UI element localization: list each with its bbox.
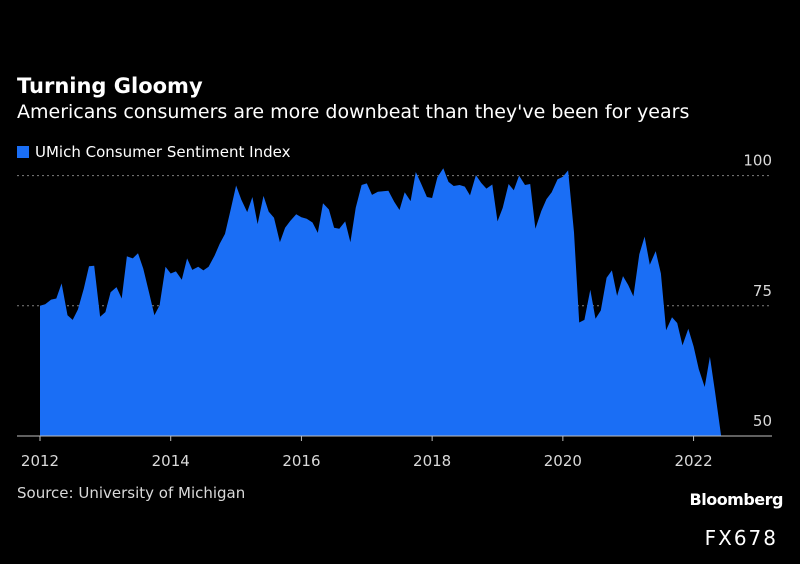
y-tick-label: 100	[743, 152, 772, 170]
chart-subtitle: Americans consumers are more downbeat th…	[17, 101, 690, 123]
legend: UMich Consumer Sentiment Index	[17, 143, 290, 161]
x-tick-label: 2012	[21, 452, 59, 470]
y-tick-label: 50	[753, 412, 772, 430]
x-tick-label: 2016	[282, 452, 320, 470]
legend-label: UMich Consumer Sentiment Index	[35, 143, 291, 161]
x-tick-label: 2018	[413, 452, 451, 470]
bloomberg-logo: Bloomberg	[689, 490, 784, 509]
watermark-code: FX678	[704, 526, 778, 550]
x-tick-label: 2014	[152, 452, 190, 470]
y-tick-label: 75	[753, 282, 772, 300]
legend-swatch	[17, 146, 29, 158]
x-tick-label: 2022	[674, 452, 712, 470]
x-tick-label: 2020	[544, 452, 582, 470]
source-note: Source: University of Michigan	[17, 484, 246, 502]
chart-title: Turning Gloomy	[17, 74, 203, 98]
area-series-umich-sentiment	[40, 168, 721, 437]
